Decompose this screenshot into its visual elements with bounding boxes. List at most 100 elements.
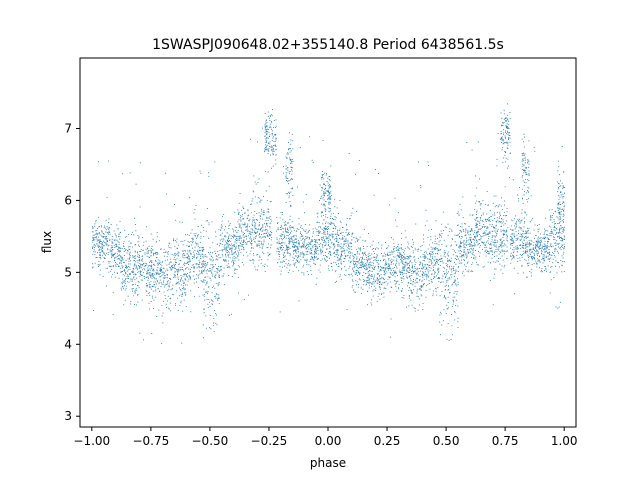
data-point: [163, 280, 165, 282]
data-point: [472, 251, 474, 253]
data-point: [272, 165, 274, 167]
data-point: [401, 237, 402, 239]
data-point: [122, 283, 123, 285]
data-point: [504, 142, 505, 144]
data-point: [338, 235, 340, 236]
data-point: [503, 224, 505, 226]
data-point: [233, 252, 235, 254]
data-point: [414, 256, 415, 258]
data-point: [325, 200, 327, 202]
data-point: [291, 133, 293, 135]
data-point: [236, 236, 238, 238]
data-point: [198, 264, 199, 266]
data-point: [432, 251, 434, 252]
data-point: [193, 253, 195, 255]
data-point: [195, 205, 197, 206]
data-point: [395, 273, 397, 275]
data-point: [286, 245, 288, 247]
data-point: [465, 252, 467, 254]
data-point: [312, 246, 314, 247]
data-point: [290, 188, 292, 190]
data-point: [312, 232, 314, 234]
data-point: [495, 220, 497, 222]
data-point: [350, 260, 352, 262]
data-point: [321, 238, 322, 240]
data-point: [157, 288, 159, 290]
data-point: [459, 236, 460, 237]
data-point: [367, 282, 368, 283]
data-point: [482, 221, 484, 223]
data-point: [408, 257, 409, 259]
data-point: [127, 250, 129, 252]
data-point: [305, 253, 307, 255]
data-point: [118, 233, 120, 235]
data-point: [514, 236, 516, 238]
data-point: [458, 262, 460, 264]
data-point: [356, 237, 358, 239]
data-point: [250, 238, 252, 240]
data-point: [373, 282, 375, 284]
data-point: [258, 178, 260, 180]
data-point: [240, 248, 242, 250]
data-point: [121, 258, 123, 259]
data-point: [164, 255, 165, 257]
data-point: [412, 292, 414, 294]
data-point: [335, 262, 337, 264]
data-point: [113, 230, 115, 232]
data-point: [257, 197, 259, 199]
data-point: [348, 153, 350, 154]
data-point: [507, 227, 509, 229]
data-point: [349, 218, 350, 220]
data-point: [242, 244, 244, 245]
data-point: [203, 236, 205, 238]
data-point: [435, 238, 437, 240]
data-point: [149, 260, 151, 262]
data-point: [166, 274, 168, 276]
data-point: [491, 247, 493, 249]
data-point: [266, 129, 268, 131]
data-point: [488, 242, 489, 244]
data-point: [433, 278, 434, 279]
data-point: [157, 252, 158, 254]
data-point: [485, 246, 487, 248]
data-point: [401, 290, 403, 291]
data-point: [416, 267, 418, 269]
data-point: [233, 258, 235, 260]
data-point: [249, 233, 251, 235]
data-point: [383, 282, 385, 284]
data-point: [174, 271, 176, 273]
data-point: [302, 251, 304, 253]
data-point: [507, 144, 509, 146]
data-point: [215, 282, 217, 284]
data-point: [454, 280, 456, 282]
data-point: [455, 255, 457, 257]
data-point: [125, 272, 127, 274]
data-point: [183, 281, 185, 283]
data-point: [183, 263, 185, 265]
data-point: [272, 145, 274, 147]
data-point: [292, 140, 294, 142]
data-point: [353, 260, 355, 262]
data-point: [330, 198, 332, 200]
data-point: [333, 227, 335, 229]
data-point: [219, 266, 221, 268]
data-point: [354, 241, 356, 243]
data-point: [177, 248, 178, 249]
data-point: [375, 287, 377, 289]
data-point: [351, 243, 352, 245]
data-point: [343, 248, 345, 250]
data-point: [271, 232, 273, 234]
data-point: [499, 251, 501, 252]
data-point: [334, 246, 336, 248]
data-point: [397, 212, 399, 214]
data-point: [398, 253, 400, 255]
data-point: [129, 251, 131, 253]
data-point: [114, 239, 115, 241]
data-point: [152, 252, 154, 254]
data-point: [269, 134, 271, 136]
data-point: [92, 236, 94, 238]
data-point: [346, 218, 348, 219]
data-point: [466, 239, 468, 241]
data-point: [491, 230, 493, 232]
data-point: [120, 256, 122, 258]
